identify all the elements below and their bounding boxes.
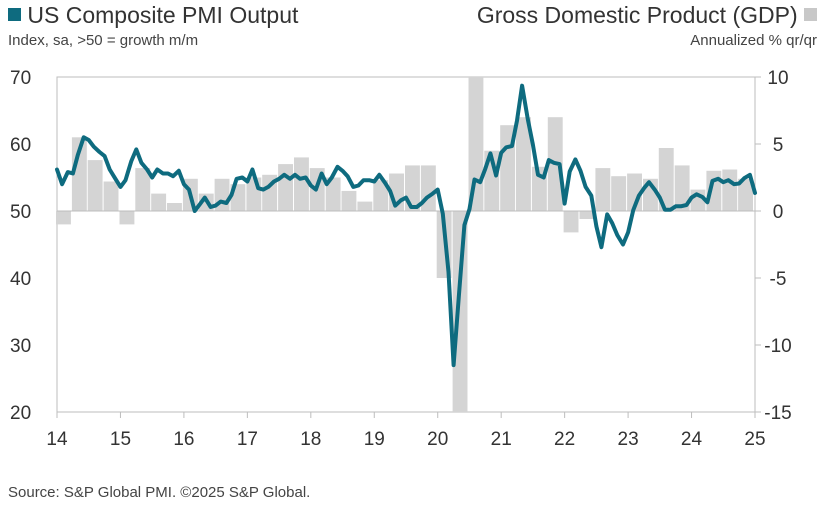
left-tick-label: 40	[10, 269, 31, 290]
right-tick-label: 10	[767, 68, 788, 89]
x-tick-label: 22	[554, 429, 575, 450]
gdp-bar	[373, 180, 389, 211]
gdp-bar	[294, 157, 309, 211]
right-tick-label: -10	[764, 336, 791, 357]
gdp-bar	[579, 211, 595, 219]
gdp-bar	[167, 203, 182, 211]
right-tick-label: -15	[764, 403, 791, 424]
gdp-bar	[563, 211, 579, 233]
left-tick-label: 70	[10, 68, 31, 89]
left-axis: 70 60 50 40 30 20	[10, 68, 31, 424]
gdp-bar	[452, 211, 468, 412]
pmi-line-group	[55, 83, 757, 368]
gdp-bar	[87, 160, 103, 211]
gdp-bar	[468, 77, 484, 211]
gdp-bar	[325, 177, 341, 211]
gdp-bar	[658, 148, 674, 211]
left-tick-label: 50	[10, 202, 31, 223]
legend-pmi-label: US Composite PMI Output	[27, 2, 299, 28]
gdp-bar	[722, 169, 738, 211]
gdp-bar	[119, 211, 135, 225]
gdp-bar	[611, 176, 627, 211]
x-tick-label: 18	[300, 429, 321, 450]
gdp-bar	[341, 190, 357, 211]
x-tick-label: 15	[110, 429, 131, 450]
gdp-bar	[135, 168, 151, 211]
x-tick-label: 16	[173, 429, 194, 450]
right-tick-label: 5	[773, 135, 784, 156]
x-tick-label: 20	[427, 429, 448, 450]
gdp-bar	[516, 117, 531, 211]
gdp-bar	[357, 201, 373, 211]
x-tick-label: 14	[46, 429, 68, 450]
gdp-bar	[595, 168, 611, 211]
gdp-bar	[103, 181, 119, 211]
gdp-bar	[151, 193, 167, 211]
gdp-bar	[674, 165, 690, 211]
pmi-swatch-icon	[8, 8, 21, 22]
gdp-bars	[56, 77, 753, 412]
pmi-line	[55, 83, 757, 368]
x-axis: 14 15 16 17 18 19 20 21 22 23 24 25	[46, 412, 766, 450]
left-tick-label: 30	[10, 336, 31, 357]
x-tick-label: 23	[618, 429, 639, 450]
left-tick-label: 20	[10, 403, 31, 424]
x-tick-label: 21	[491, 429, 512, 450]
legend-gdp: Gross Domestic Product (GDP)	[477, 2, 817, 29]
plot-frame	[56, 76, 756, 413]
gdp-swatch-icon	[804, 8, 817, 22]
right-axis: 10 5 0 -5 -10 -15	[755, 68, 792, 424]
x-tick-label: 24	[681, 429, 703, 450]
x-tick-label: 25	[744, 429, 765, 450]
right-axis-subtitle: Annualized % qr/qr	[690, 32, 817, 49]
x-tick-label: 17	[237, 429, 258, 450]
legend-gdp-label: Gross Domestic Product (GDP)	[476, 2, 798, 28]
source-note: Source: S&P Global PMI. ©2025 S&P Global…	[8, 484, 311, 501]
x-tick-label: 19	[364, 429, 385, 450]
left-axis-subtitle: Index, sa, >50 = growth m/m	[8, 32, 199, 49]
legend-pmi: US Composite PMI Output	[8, 2, 298, 29]
right-tick-label: -5	[770, 269, 787, 290]
left-tick-label: 60	[10, 135, 31, 156]
gdp-bar	[738, 178, 753, 211]
gdp-bar	[56, 211, 71, 225]
right-tick-label: 0	[773, 202, 784, 223]
gdp-bar	[278, 164, 293, 211]
